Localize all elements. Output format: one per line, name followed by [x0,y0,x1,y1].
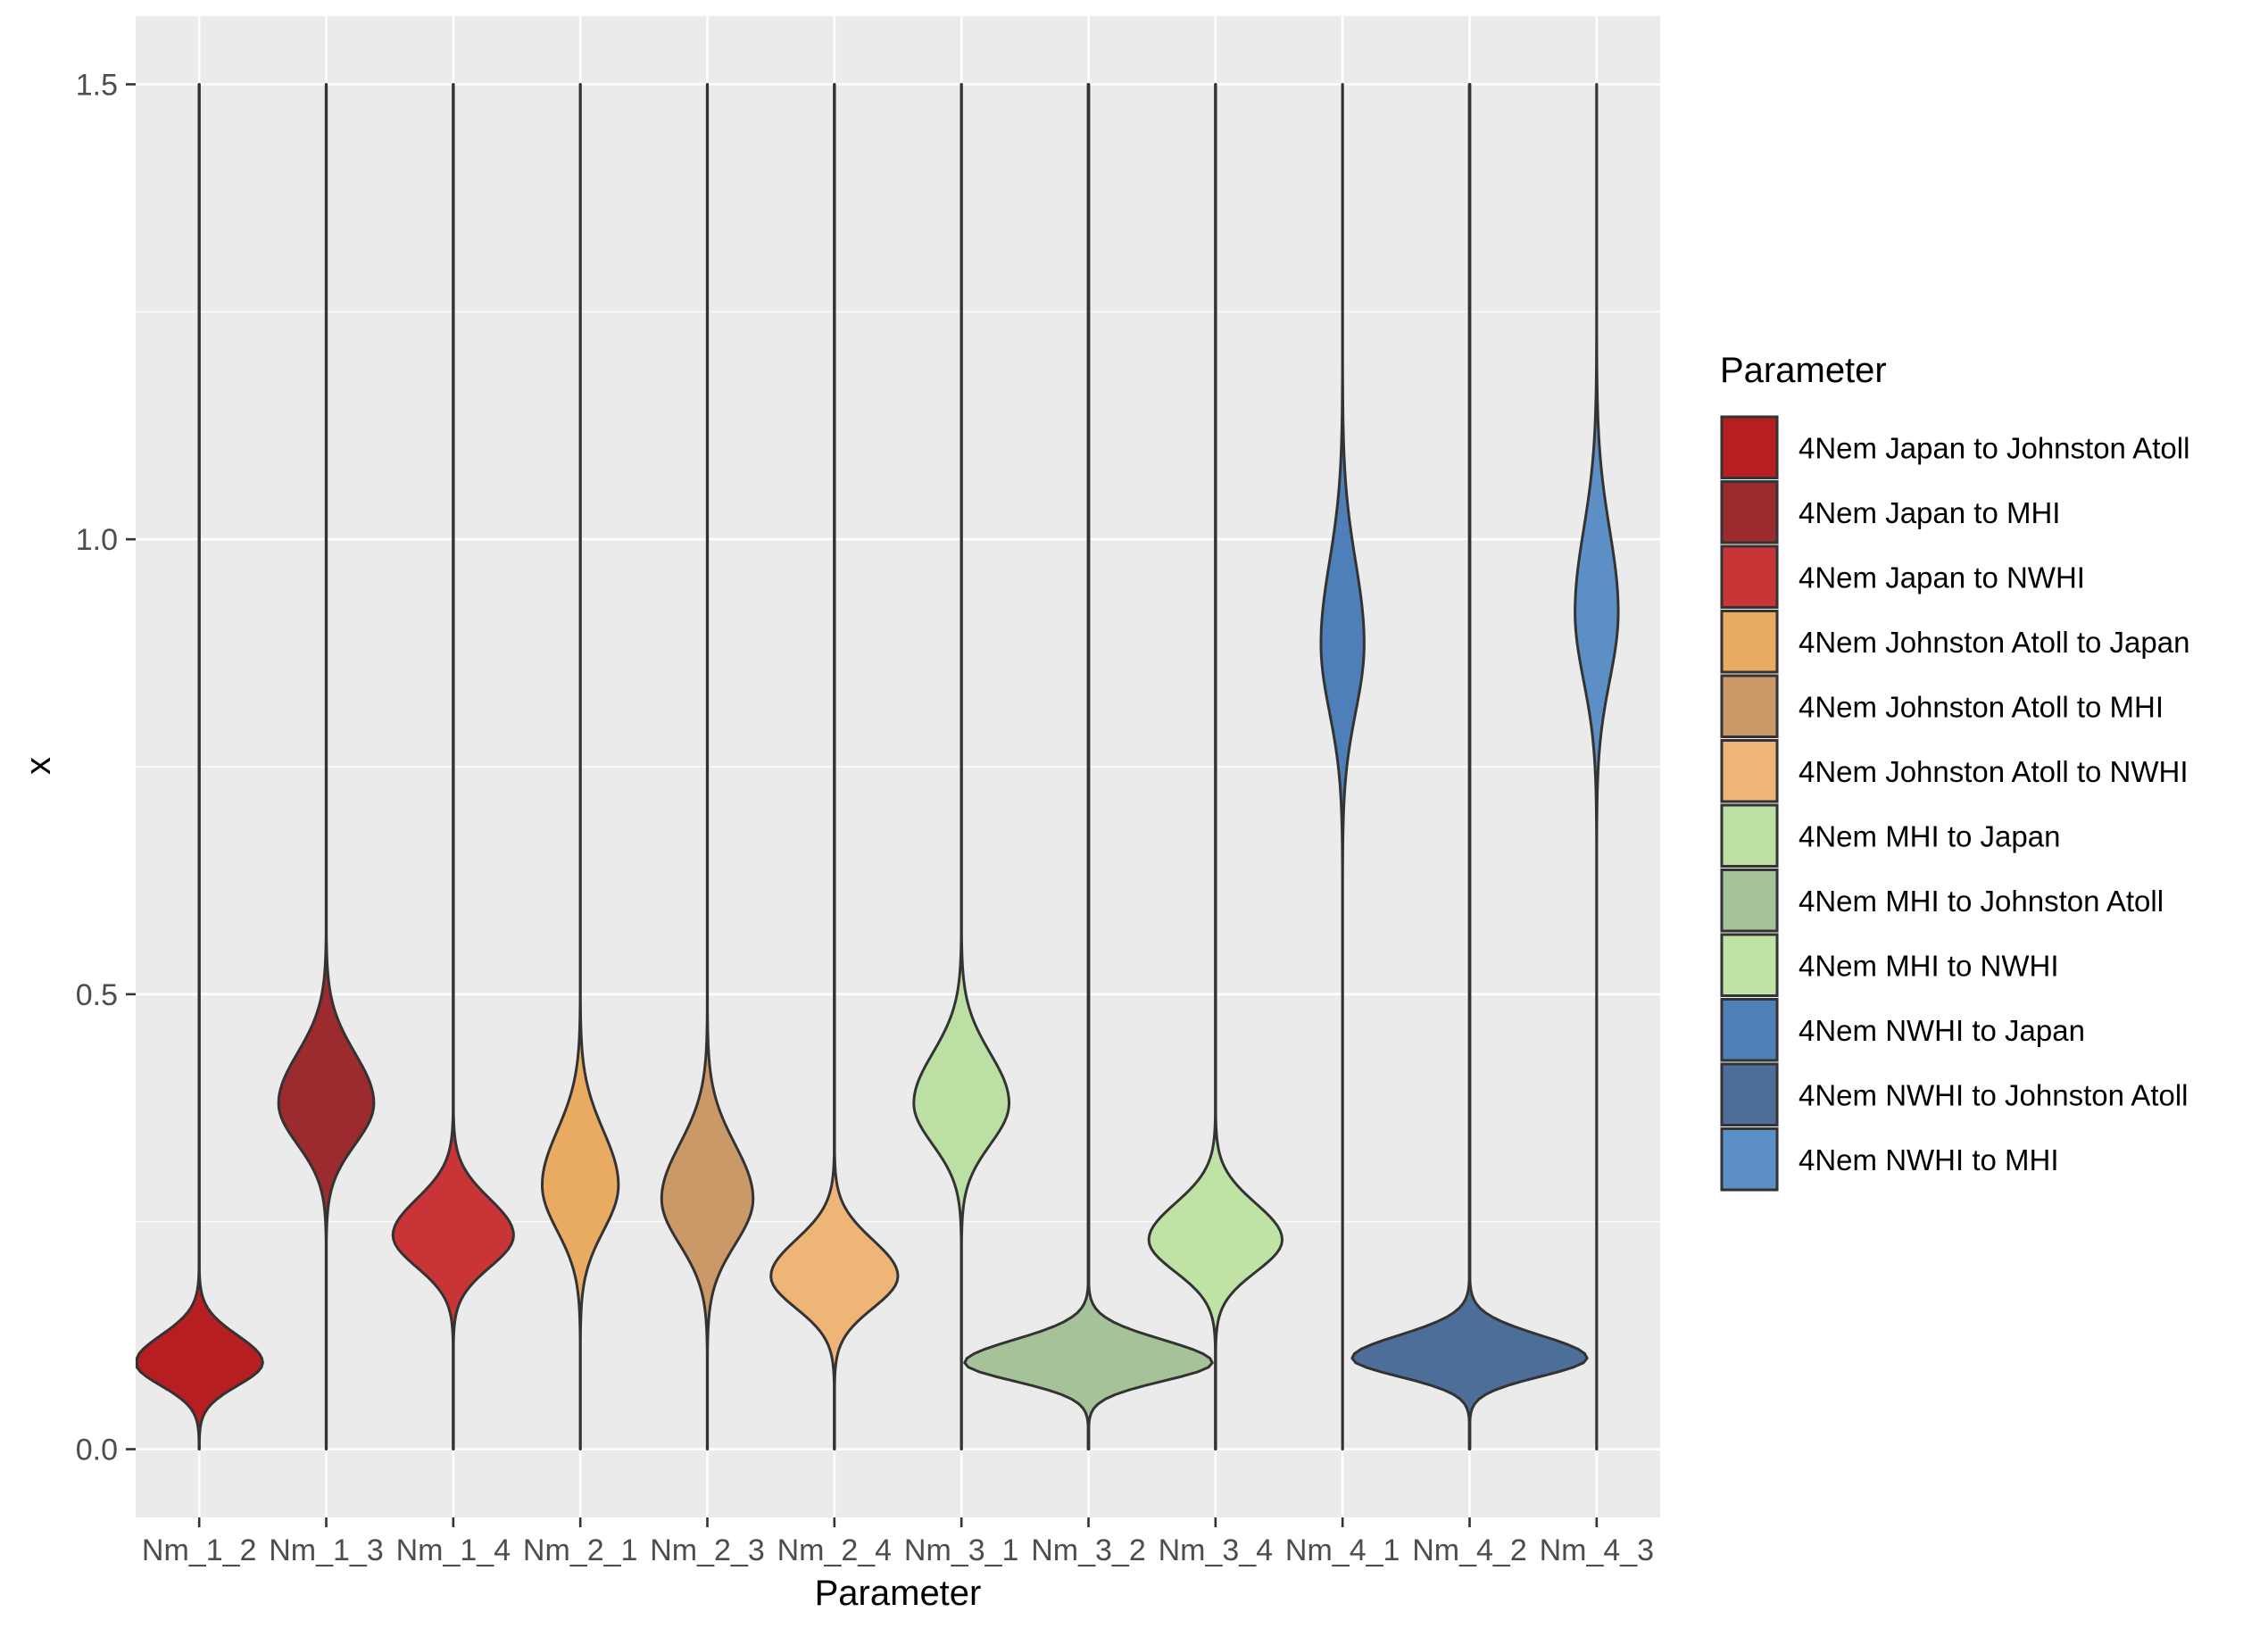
legend-swatch [1720,1062,1779,1126]
legend-swatch [1720,998,1779,1062]
legend-label: 4Nem Johnston Atoll to NWHI [1799,755,2189,788]
legend-label: 4Nem NWHI to Japan [1799,1014,2085,1047]
x-tick-label: Nm_2_1 [523,1533,638,1567]
violin-Nm_1_2 [135,82,264,1451]
legend-swatch [1720,739,1779,803]
legend-swatch [1720,480,1779,544]
violin-Nm_2_4 [769,82,900,1451]
x-tick-label: Nm_2_3 [650,1533,765,1567]
violin-Nm_3_2 [963,82,1214,1451]
legend-label: 4Nem Johnston Atoll to Japan [1799,626,2189,659]
x-tick-label: Nm_3_4 [1159,1533,1274,1567]
y-axis-title: x [19,757,58,775]
legend-swatch [1720,544,1779,609]
legend-swatch [1720,933,1779,997]
violin-Nm_4_2 [1350,82,1589,1451]
y-tick-label: 0.5 [76,978,118,1012]
x-tick-label: Nm_4_3 [1540,1533,1655,1567]
x-tick-label: Nm_2_4 [777,1533,893,1567]
legend-swatch [1720,869,1779,933]
x-tick-label: Nm_1_4 [396,1533,511,1567]
y-tick-label: 1.5 [76,68,118,102]
violin-Nm_2_3 [660,82,755,1451]
legend-swatch [1720,674,1779,738]
legend-label: 4Nem Japan to Johnston Atoll [1799,431,2189,464]
x-tick-label: Nm_4_1 [1285,1533,1400,1567]
violins [135,82,1620,1451]
x-axis-title: Parameter [815,1574,982,1613]
x-tick-label: Nm_1_3 [269,1533,384,1567]
x-axis: Nm_1_2 Nm_1_3 Nm_1_4 Nm_2_1 Nm_2_3 Nm_2_4 Nm_3… [142,1517,1654,1567]
y-tick-label: 1.0 [76,523,118,557]
violin-Nm_4_1 [1319,82,1366,1451]
x-tick-label: Nm_3_1 [904,1533,1019,1567]
legend-label: 4Nem Johnston Atoll to MHI [1799,690,2164,723]
legend-label: 4Nem NWHI to MHI [1799,1143,2059,1176]
violin-Nm_3_4 [1147,82,1284,1451]
legend-swatch [1720,610,1779,674]
violin-Nm_1_4 [391,82,515,1451]
violin-Nm_4_3 [1574,82,1620,1451]
violin-Nm_2_1 [540,82,620,1451]
x-tick-label: Nm_4_2 [1412,1533,1527,1567]
legend-label: 4Nem Japan to NWHI [1799,561,2085,594]
x-tick-label: Nm_3_2 [1031,1533,1146,1567]
legend-label: 4Nem Japan to MHI [1799,496,2060,529]
x-tick-label: Nm_1_2 [142,1533,257,1567]
legend-label: 4Nem NWHI to Johnston Atoll [1799,1078,2189,1111]
legend-label: 4Nem MHI to NWHI [1799,949,2059,982]
violin-Nm_1_3 [277,82,376,1451]
y-tick-label: 0.0 [76,1434,118,1467]
violin-Nm_3_1 [912,82,1011,1451]
legend-swatch [1720,415,1779,479]
legend-title: Parameter [1720,351,1887,390]
legend-swatch [1720,1127,1779,1192]
legend-label: 4Nem MHI to Japan [1799,819,2060,852]
legend-label: 4Nem MHI to Johnston Atoll [1799,885,2164,918]
legend-swatch [1720,803,1779,868]
legend: Parameter 4Nem Japan to Johnston Atoll 4N… [1720,351,2189,1192]
y-axis: 0.0 0.5 1.0 1.5 [76,68,136,1467]
